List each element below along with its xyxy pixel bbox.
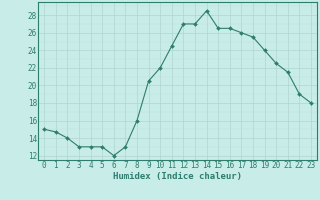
X-axis label: Humidex (Indice chaleur): Humidex (Indice chaleur) [113, 172, 242, 181]
